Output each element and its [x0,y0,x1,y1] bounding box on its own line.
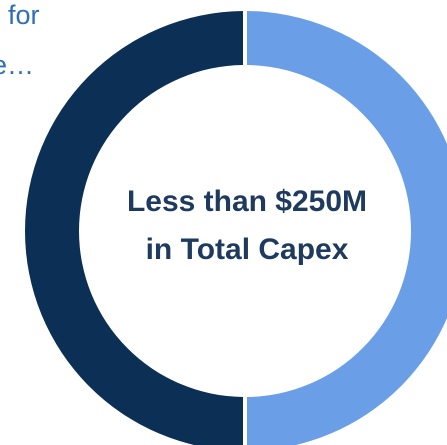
center-label-line-1: Less than $250M [126,185,368,218]
center-label-line-2: in Total Capex [145,233,349,266]
donut-slice-right [247,11,447,445]
header-fragment-line-1: for [8,0,40,30]
donut-slice-left [24,11,243,445]
center-label: Less than $250M in Total Capex [82,178,412,274]
donut-slices [24,11,447,445]
header-fragment-line-2: e… [0,50,35,80]
